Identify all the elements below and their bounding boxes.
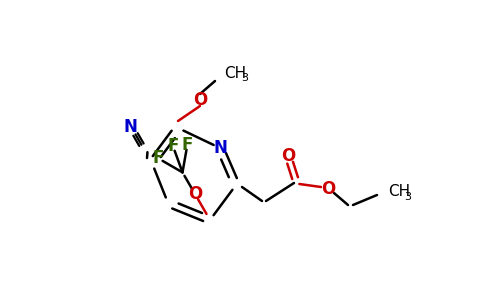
Text: CH: CH [224, 65, 246, 80]
Text: O: O [193, 91, 207, 109]
Text: 3: 3 [241, 73, 248, 83]
Text: F: F [152, 149, 164, 167]
Text: F: F [167, 137, 179, 155]
Text: N: N [123, 118, 137, 136]
Text: N: N [213, 139, 227, 157]
Text: O: O [188, 185, 202, 203]
Text: 3: 3 [404, 192, 411, 202]
Text: CH: CH [388, 184, 410, 200]
Text: O: O [281, 147, 295, 165]
Text: F: F [182, 136, 193, 154]
Text: O: O [321, 180, 335, 198]
